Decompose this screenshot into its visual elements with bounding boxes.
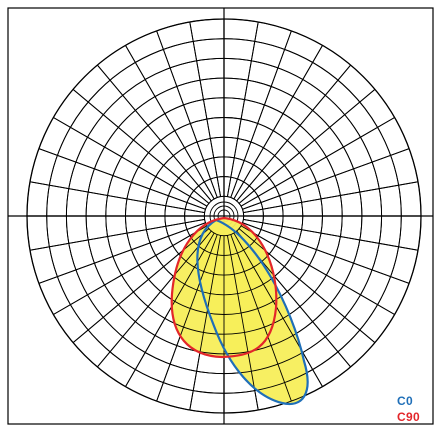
grid-spoke-overlay	[236, 64, 351, 202]
grid-spoke-overlay	[226, 21, 259, 197]
grid-spoke-overlay	[238, 89, 376, 204]
grid-spoke-overlay	[125, 232, 215, 387]
grid-spoke-overlay	[233, 232, 323, 387]
grid-spoke-overlay	[189, 21, 222, 197]
grid-spoke-overlay	[189, 235, 222, 411]
grid-spoke-overlay	[230, 30, 292, 198]
grid-spoke-overlay	[156, 30, 218, 198]
grid-spoke-overlay	[243, 218, 419, 251]
grid-spoke-overlay	[240, 117, 395, 207]
grid-spoke-overlay	[72, 89, 210, 204]
grid-spoke-overlay	[38, 148, 206, 210]
grid-spoke-overlay	[156, 234, 218, 402]
grid-spoke-overlay	[38, 222, 206, 284]
grid-spoke-overlay	[240, 225, 395, 315]
grid-spoke-overlay	[226, 235, 259, 411]
grid-spoke-overlay	[125, 45, 215, 200]
grid-spoke-overlay	[230, 234, 292, 402]
grid-spoke-overlay	[97, 230, 212, 368]
c90-series-line	[170, 216, 278, 359]
grid-spoke-overlay	[238, 228, 376, 343]
grid-spoke-overlay	[53, 225, 208, 315]
legend-c0-label: C0	[397, 394, 413, 408]
grid-spoke-overlay	[29, 181, 205, 214]
polar-grid-overlay	[26, 18, 422, 414]
grid-spoke-overlay	[233, 45, 323, 200]
grid-spoke-overlay	[29, 218, 205, 251]
grid-spoke-overlay	[97, 64, 212, 202]
light-distribution-lobes	[26, 18, 422, 414]
legend-c90-label: C90	[397, 410, 420, 424]
legend: C0 C90	[397, 394, 420, 424]
grid-spoke-overlay	[53, 117, 208, 207]
grid-spoke-overlay	[242, 148, 410, 210]
grid-spoke-overlay	[243, 181, 419, 214]
grid-spoke-overlay	[72, 228, 210, 343]
grid-spoke-overlay	[242, 222, 410, 284]
